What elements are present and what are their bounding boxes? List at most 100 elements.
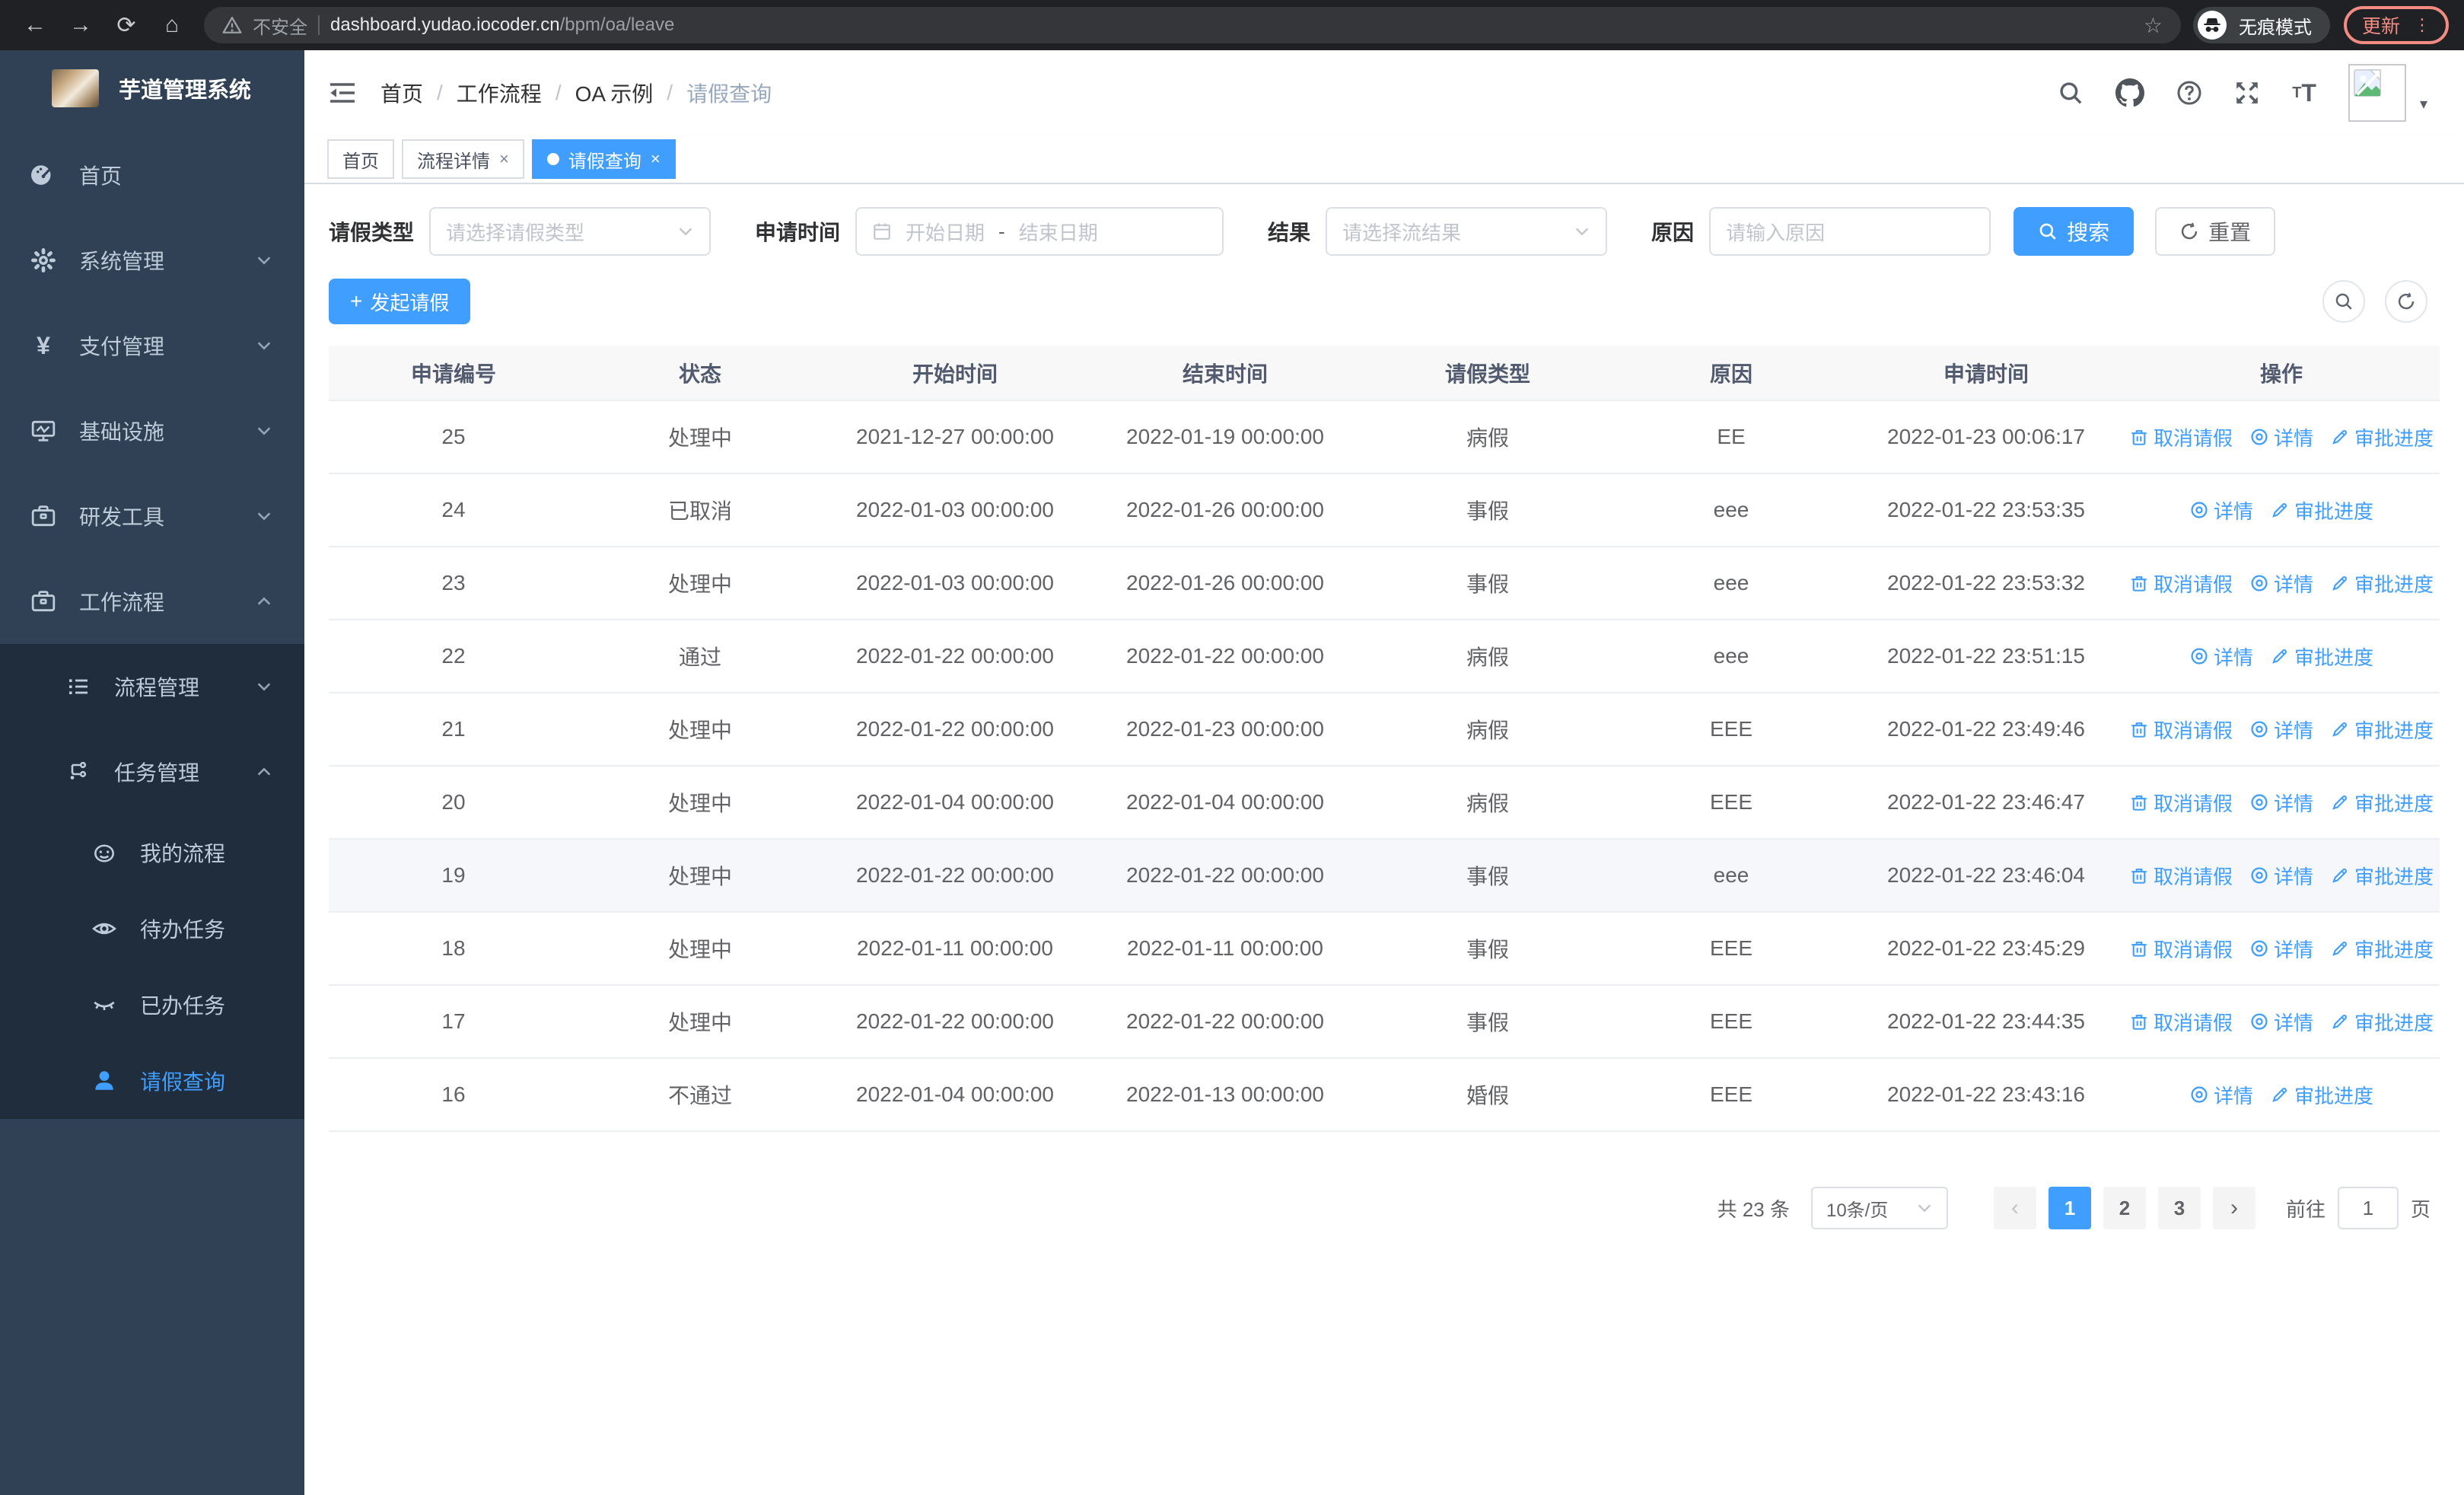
- action-progress-link[interactable]: 审批进度: [2270, 1081, 2373, 1109]
- action-detail-link[interactable]: 详情: [2249, 862, 2313, 890]
- action-progress-link[interactable]: 审批进度: [2330, 935, 2434, 963]
- leave-type-select[interactable]: 请选择请假类型: [429, 207, 712, 256]
- search-icon[interactable]: [2058, 80, 2084, 106]
- sidebar-item-done-tasks[interactable]: 已办任务: [0, 967, 304, 1043]
- action-detail-link[interactable]: 详情: [2249, 935, 2313, 963]
- create-leave-button[interactable]: + 发起请假: [329, 279, 471, 324]
- action-progress-link[interactable]: 审批进度: [2330, 789, 2434, 817]
- sidebar-item-workflow[interactable]: 工作流程: [0, 559, 304, 644]
- sidebar-item-payment[interactable]: ¥ 支付管理: [0, 303, 304, 388]
- action-progress-link[interactable]: 审批进度: [2270, 496, 2373, 524]
- action-cancel-link[interactable]: 取消请假: [2129, 789, 2233, 817]
- action-detail-link[interactable]: 详情: [2189, 496, 2253, 524]
- action-progress-link[interactable]: 审批进度: [2330, 423, 2434, 451]
- cell-apply_time: 2022-01-22 23:43:16: [1849, 1058, 2123, 1132]
- avatar-caret-icon[interactable]: ▾: [2419, 95, 2427, 113]
- action-cancel-link[interactable]: 取消请假: [2129, 862, 2233, 890]
- sidebar-item-task-mgmt[interactable]: 任务管理: [0, 729, 304, 814]
- apply-time-range-picker[interactable]: 开始日期 - 结束日期: [855, 207, 1224, 256]
- sidebar-item-todo-tasks[interactable]: 待办任务: [0, 891, 304, 967]
- table-row[interactable]: 21 处理中 2022-01-22 00:00:00 2022-01-23 00:00…: [329, 693, 2440, 767]
- page-button-1[interactable]: 1: [2048, 1187, 2091, 1229]
- browser-update-button[interactable]: 更新 ⋮: [2343, 6, 2449, 44]
- table-row[interactable]: 20 处理中 2022-01-04 00:00:00 2022-01-04 00:00…: [329, 766, 2440, 840]
- browser-reload-icon[interactable]: ⟳: [116, 12, 136, 38]
- tab-process-detail[interactable]: 流程详情 ×: [402, 139, 524, 179]
- sidebar-item-system[interactable]: 系统管理: [0, 218, 304, 303]
- cell-status: 处理中: [578, 839, 822, 913]
- sidebar-item-home[interactable]: 首页: [0, 132, 304, 218]
- browser-home-icon[interactable]: ⌂: [164, 12, 180, 37]
- action-cancel-link[interactable]: 取消请假: [2129, 569, 2233, 598]
- sidebar-item-process-mgmt[interactable]: 流程管理: [0, 644, 304, 729]
- sidebar-item-leave-query[interactable]: 请假查询: [0, 1043, 304, 1119]
- total-count: 共 23 条: [1717, 1197, 1790, 1221]
- table-row[interactable]: 18 处理中 2022-01-11 00:00:00 2022-01-11 00:00…: [329, 912, 2440, 986]
- action-cancel-link[interactable]: 取消请假: [2129, 935, 2233, 963]
- tab-leave-query[interactable]: 请假查询 ×: [531, 139, 676, 179]
- action-detail-link[interactable]: 详情: [2189, 642, 2253, 671]
- github-icon[interactable]: [2115, 78, 2145, 107]
- address-bar[interactable]: 不安全 dashboard.yudao.iocoder.cn/bpm/oa/le…: [204, 7, 2181, 43]
- close-icon[interactable]: ×: [650, 149, 661, 168]
- action-detail-link[interactable]: 详情: [2249, 569, 2313, 598]
- action-progress-link[interactable]: 审批进度: [2270, 642, 2373, 671]
- action-detail-link[interactable]: 详情: [2249, 1008, 2313, 1036]
- app-logo-row[interactable]: 芋道管理系统: [0, 50, 304, 126]
- show-search-button[interactable]: [2322, 280, 2365, 323]
- prev-page-button[interactable]: ‹: [1993, 1187, 2036, 1229]
- action-detail-link[interactable]: 详情: [2249, 716, 2313, 744]
- goto-page-input[interactable]: 1: [2337, 1187, 2399, 1229]
- cell-reason: EEE: [1613, 1058, 1849, 1132]
- sidebar-collapse-icon[interactable]: [329, 79, 356, 107]
- refresh-table-button[interactable]: [2385, 280, 2427, 323]
- page-size-select[interactable]: 10条/页: [1810, 1187, 1948, 1229]
- table-row[interactable]: 24 已取消 2022-01-03 00:00:00 2022-01-26 00:00…: [329, 473, 2440, 547]
- tab-label: 请假查询: [568, 151, 641, 172]
- table-row[interactable]: 17 处理中 2022-01-22 00:00:00 2022-01-22 00:00…: [329, 985, 2440, 1059]
- browser-forward-icon[interactable]: →: [69, 12, 92, 37]
- next-page-button[interactable]: ›: [2212, 1187, 2255, 1229]
- table-row[interactable]: 23 处理中 2022-01-03 00:00:00 2022-01-26 00:00…: [329, 547, 2440, 620]
- table-row[interactable]: 19 处理中 2022-01-22 00:00:00 2022-01-22 00:00…: [329, 839, 2440, 913]
- sidebar-item-label: 研发工具: [79, 505, 165, 529]
- action-progress-link[interactable]: 审批进度: [2330, 716, 2434, 744]
- sidebar-item-infrastructure[interactable]: 基础设施: [0, 388, 304, 473]
- reason-input[interactable]: 请输入原因: [1709, 207, 1991, 256]
- chevron-down-icon: [256, 337, 272, 354]
- cell-status: 处理中: [578, 400, 822, 474]
- action-cancel-link[interactable]: 取消请假: [2129, 716, 2233, 744]
- browser-menu-icon[interactable]: ⋮: [2414, 15, 2431, 34]
- sidebar-item-my-process[interactable]: 我的流程: [0, 814, 304, 891]
- browser-back-icon[interactable]: ←: [24, 12, 46, 37]
- trash-icon: [2131, 722, 2147, 738]
- avatar[interactable]: [2348, 64, 2406, 122]
- action-cancel-link[interactable]: 取消请假: [2129, 423, 2233, 451]
- breadcrumb-item[interactable]: 首页: [380, 82, 424, 106]
- tab-home[interactable]: 首页: [327, 139, 394, 179]
- search-button[interactable]: 搜索: [2014, 207, 2135, 256]
- fullscreen-icon[interactable]: [2234, 80, 2260, 106]
- action-detail-link[interactable]: 详情: [2249, 789, 2313, 817]
- sidebar-item-devtools[interactable]: 研发工具: [0, 473, 304, 559]
- action-progress-link[interactable]: 审批进度: [2330, 569, 2434, 598]
- breadcrumb-item[interactable]: OA 示例: [575, 82, 654, 106]
- breadcrumb-item[interactable]: 工作流程: [456, 82, 542, 106]
- close-icon[interactable]: ×: [499, 149, 509, 168]
- action-detail-link[interactable]: 详情: [2189, 1081, 2253, 1109]
- help-icon[interactable]: [2176, 80, 2202, 106]
- bookmark-star-icon[interactable]: ☆: [2143, 13, 2163, 37]
- page-button-3[interactable]: 3: [2157, 1187, 2201, 1229]
- table-row[interactable]: 22 通过 2022-01-22 00:00:00 2022-01-22 00:00:…: [329, 620, 2440, 693]
- cell-end_time: 2022-01-22 00:00:00: [1088, 985, 1362, 1059]
- result-select[interactable]: 请选择流结果: [1326, 207, 1608, 256]
- action-detail-link[interactable]: 详情: [2249, 423, 2313, 451]
- reset-button[interactable]: 重置: [2155, 207, 2276, 256]
- table-row[interactable]: 25 处理中 2021-12-27 00:00:00 2022-01-19 00:00…: [329, 400, 2440, 474]
- action-progress-link[interactable]: 审批进度: [2330, 1008, 2434, 1036]
- page-button-2[interactable]: 2: [2103, 1187, 2146, 1229]
- action-cancel-link[interactable]: 取消请假: [2129, 1008, 2233, 1036]
- action-progress-link[interactable]: 审批进度: [2330, 862, 2434, 890]
- table-row[interactable]: 16 不通过 2022-01-04 00:00:00 2022-01-13 00:00…: [329, 1058, 2440, 1132]
